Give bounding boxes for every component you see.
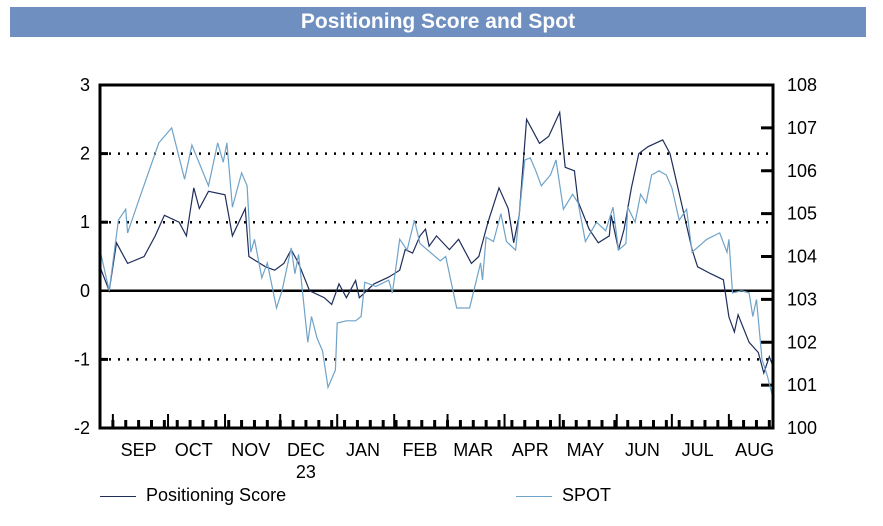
x-axis-label: APR — [512, 440, 549, 460]
x-axis-label: JUN — [625, 440, 660, 460]
x-axis-label: MAY — [567, 440, 605, 460]
left-axis-label: -1 — [74, 349, 90, 369]
right-axis-label: 100 — [787, 418, 817, 438]
x-axis-label: MAR — [453, 440, 493, 460]
x-axis-label: FEB — [402, 440, 437, 460]
x-axis-label: JAN — [346, 440, 380, 460]
right-axis-label: 105 — [787, 204, 817, 224]
x-axis-label: NOV — [231, 440, 270, 460]
legend-swatch-spot — [516, 495, 552, 497]
legend-item-positioning-score: Positioning Score — [100, 485, 286, 506]
series-line-spot — [99, 126, 774, 399]
legend-label-positioning-score: Positioning Score — [146, 485, 287, 505]
chart-title: Positioning Score and Spot — [10, 7, 866, 37]
plot-frame — [98, 83, 775, 430]
left-axis-label: 1 — [80, 212, 90, 232]
right-axis-label: 108 — [787, 75, 817, 95]
legend-swatch-positioning-score — [100, 495, 136, 497]
x-axis-year-label: 23 — [296, 462, 316, 482]
x-axis-label: DEC — [287, 440, 325, 460]
left-axis-label: -2 — [74, 418, 90, 438]
legend-item-spot: SPOT — [516, 485, 611, 506]
right-axis-label: 106 — [787, 161, 817, 181]
right-axis-label: 104 — [787, 247, 817, 267]
x-axis-label: OCT — [175, 440, 213, 460]
left-axis-label: 0 — [80, 281, 90, 301]
left-axis-label: 3 — [80, 75, 90, 95]
series-line-positioning-score — [99, 110, 774, 376]
right-axis-label: 103 — [787, 289, 817, 309]
x-axis-label: AUG — [735, 440, 774, 460]
legend-label-spot: SPOT — [562, 485, 612, 505]
x-axis-label: JUL — [682, 440, 714, 460]
x-axis-label: SEP — [121, 440, 157, 460]
right-axis-label: 102 — [787, 332, 817, 352]
left-axis-label: 2 — [80, 144, 90, 164]
right-axis-label: 107 — [787, 118, 817, 138]
right-axis-label: 101 — [787, 375, 817, 395]
